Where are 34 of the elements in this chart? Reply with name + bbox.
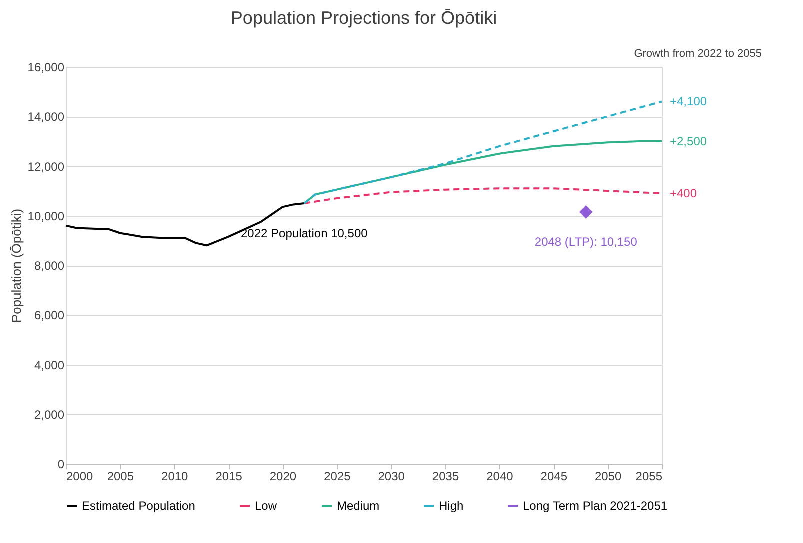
annotation: +2,500 (670, 134, 708, 148)
y-tick-label: 12,000 (28, 160, 65, 174)
legend-label: Estimated Population (82, 499, 196, 513)
y-tick-label: 14,000 (28, 110, 65, 124)
x-tick-label: 2030 (378, 470, 406, 484)
x-tick-label: 2045 (540, 470, 568, 484)
y-tick-label: 6,000 (34, 308, 65, 323)
text: Growth from 2022 to 2055 (634, 48, 762, 60)
legend-label: Low (255, 499, 278, 513)
y-tick-label: 16,000 (28, 60, 65, 74)
x-tick-label: 2040 (486, 470, 514, 484)
y-tick-label: 10,000 (28, 209, 65, 224)
y-tick-label: 4,000 (34, 358, 65, 372)
legend-label: Long Term Plan 2021-2051 (523, 499, 668, 513)
x-tick-label: 2055 (636, 470, 663, 484)
y-tick-label: 2,000 (34, 408, 65, 422)
x-tick-label: 2050 (594, 470, 622, 484)
y-tick-label: 0 (58, 458, 65, 472)
x-tick-label: 2035 (432, 470, 460, 484)
annotation: +400 (670, 186, 698, 201)
legend-label: High (439, 499, 464, 513)
x-tick-label: 2005 (107, 470, 134, 484)
line-series (303, 100, 663, 204)
y-tick-label: 8,000 (34, 259, 65, 273)
x-tick-label: 2025 (324, 470, 352, 484)
chart-title: Population Projections for Ōpōtiki (230, 8, 498, 28)
annotation: 2048 (LTP): 10,150 (534, 235, 638, 250)
y-axis-title: Population (Ōpōtiki) (8, 208, 24, 324)
x-tick-label: 2015 (216, 470, 243, 484)
legend-label: Medium (337, 499, 380, 513)
annotation: +4,100 (670, 94, 708, 109)
x-tick-label: 2020 (270, 470, 297, 484)
x-tick-label: 2010 (162, 470, 189, 484)
x-tick-label: 2000 (66, 470, 94, 484)
